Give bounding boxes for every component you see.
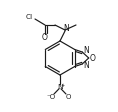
- Text: +: +: [61, 83, 65, 88]
- Text: O: O: [89, 54, 95, 62]
- Text: N: N: [83, 46, 89, 55]
- Text: O: O: [66, 94, 71, 100]
- Text: N: N: [63, 24, 69, 33]
- Text: ⁻O: ⁻O: [46, 94, 56, 100]
- Text: N: N: [83, 61, 89, 70]
- Text: N: N: [57, 84, 63, 90]
- Text: Cl: Cl: [26, 14, 33, 19]
- Text: O: O: [42, 33, 48, 42]
